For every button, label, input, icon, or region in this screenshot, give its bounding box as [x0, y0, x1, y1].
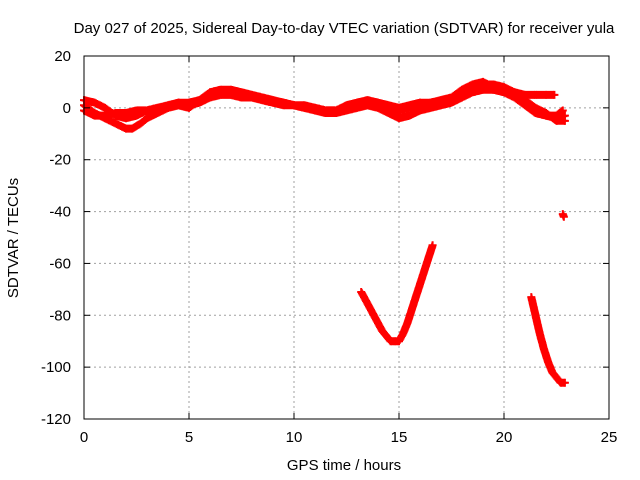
plot-frame — [83, 55, 610, 420]
x-tick-label: 10 — [286, 429, 303, 446]
data-point — [560, 378, 569, 387]
axis-ticks: 0 5 10 15 20 25 -120 -100 -80 -60 -40 -20 0 20 — [41, 48, 617, 446]
y-axis-label: SDTVAR / TECUs — [5, 178, 22, 298]
y-tick-label: -20 — [49, 152, 71, 169]
data-point — [559, 212, 568, 221]
x-tick-label: 20 — [496, 429, 513, 446]
x-tick-label: 15 — [391, 429, 408, 446]
chart-title: Day 027 of 2025, Sidereal Day-to-day VTE… — [74, 20, 615, 37]
data-point — [428, 241, 437, 250]
y-tick-label: -120 — [41, 411, 71, 428]
series-group — [527, 293, 569, 387]
data-series — [80, 77, 569, 387]
series-group — [558, 210, 568, 221]
y-tick-label: 20 — [54, 48, 71, 65]
data-point — [550, 90, 559, 99]
data-point — [558, 106, 567, 115]
y-tick-label: 0 — [63, 100, 71, 117]
series-group — [437, 77, 559, 107]
data-point — [560, 116, 569, 125]
x-tick-label: 5 — [185, 429, 193, 446]
y-tick-label: -60 — [49, 255, 71, 272]
y-tick-label: -100 — [41, 359, 71, 376]
x-tick-label: 0 — [80, 429, 88, 446]
series-group — [357, 241, 437, 346]
y-tick-label: -40 — [49, 204, 71, 221]
x-tick-label: 25 — [601, 429, 618, 446]
x-axis-label: GPS time / hours — [287, 457, 401, 474]
y-tick-label: -80 — [49, 307, 71, 324]
